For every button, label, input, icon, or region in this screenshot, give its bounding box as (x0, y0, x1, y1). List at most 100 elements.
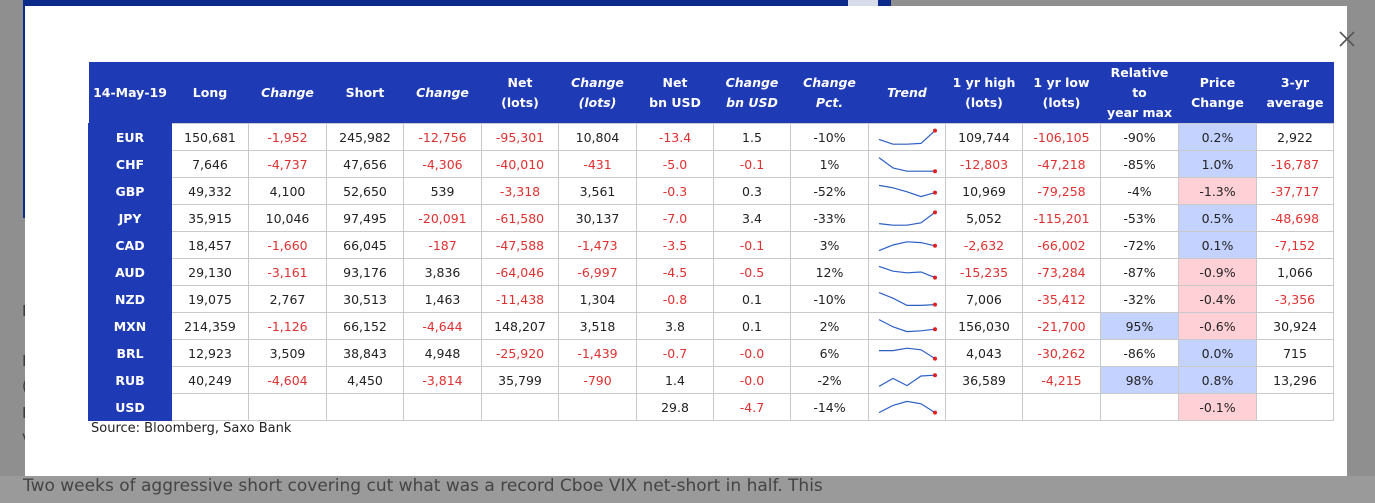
net-lots-cell: 35,799 (481, 366, 559, 394)
table-row: AUD 29,130 -3,161 93,176 3,836 -64,046 -6,997-… (88, 258, 1334, 286)
short-change-cell: -20,091 (403, 204, 482, 232)
net-change-cell: -1,473 (558, 231, 637, 259)
column-header: 1 yr low (lots) (1022, 62, 1101, 124)
long-cell (171, 393, 249, 421)
background-page-banner (25, 0, 891, 6)
sparkline-last-point (933, 169, 937, 174)
net-usd-cell: 3.8 (636, 312, 714, 340)
three-year-average-cell: -16,787 (1256, 150, 1334, 178)
trend-sparkline (878, 157, 937, 174)
long-change-cell: 4,100 (248, 177, 327, 205)
short-change-cell: 4,948 (403, 339, 482, 367)
column-header-line: bn USD (649, 94, 701, 110)
trend-sparkline (879, 347, 937, 361)
long-change-cell: -1,126 (248, 312, 327, 340)
year-low-cell: -30,262 (1022, 339, 1101, 367)
currency-label: USD (88, 393, 172, 421)
cot-positioning-table-image: 14-May-19 Long Change Short Change Net (lots) C… (88, 62, 1334, 421)
short-change-cell: -4,644 (403, 312, 482, 340)
table-row: CAD 18,457 -1,660 66,045 -187 -47,588 -1,473 -3… (88, 231, 1334, 259)
net-lots-cell: -47,588 (481, 231, 559, 259)
price-change-cell: 1.0% (1178, 150, 1257, 178)
close-icon (1339, 31, 1355, 47)
net-change-cell: -1,439 (558, 339, 637, 367)
sparkline-last-point (933, 356, 937, 361)
long-cell: 12,923 (171, 339, 249, 367)
long-change-cell: 10,046 (248, 204, 327, 232)
net-lots-cell: -95,301 (481, 123, 559, 151)
change-pct-cell: -33% (790, 204, 869, 232)
year-high-cell: 109,744 (945, 123, 1023, 151)
change-pct-cell: -10% (790, 123, 869, 151)
three-year-average-cell: -48,698 (1256, 204, 1334, 232)
background-banner-icon (848, 0, 878, 6)
relative-to-max-cell: -53% (1100, 204, 1179, 232)
net-change-cell: -6,997 (558, 258, 637, 286)
currency-label: BRL (88, 339, 172, 367)
column-header-line: Change (416, 84, 469, 100)
trend-sparkline-cell (868, 177, 946, 205)
price-change-cell: 0.5% (1178, 204, 1257, 232)
trend-sparkline (878, 292, 937, 307)
column-header-line: year max (1106, 104, 1173, 120)
sparkline-line (878, 292, 936, 306)
column-header-line: bn USD (726, 94, 778, 110)
short-change-cell: 1,463 (403, 285, 482, 313)
table-row: JPY 35,915 10,046 97,495 -20,091 -61,580 30,13… (88, 204, 1334, 232)
year-low-cell (1022, 393, 1101, 421)
short-change-cell: 3,836 (403, 258, 482, 286)
sparkline-line (878, 319, 936, 333)
net-lots-cell: -64,046 (481, 258, 559, 286)
net-change-cell: -431 (558, 150, 637, 178)
short-cell: 47,656 (326, 150, 404, 178)
change-usd-cell: -0.5 (713, 258, 791, 286)
trend-sparkline (878, 241, 937, 252)
trend-sparkline-cell (868, 123, 946, 151)
short-cell: 4,450 (326, 366, 404, 394)
close-button[interactable] (1338, 30, 1356, 48)
article-paragraph: Two weeks of aggressive short covering c… (23, 476, 823, 496)
sparkline-last-point (933, 275, 937, 280)
three-year-average-cell (1256, 393, 1334, 421)
long-cell: 40,249 (171, 366, 249, 394)
change-pct-cell: 1% (790, 150, 869, 178)
column-header: Change Pct. (790, 62, 869, 124)
change-usd-cell: -4.7 (713, 393, 791, 421)
long-change-cell: -1,952 (248, 123, 327, 151)
change-usd-cell: 0.1 (713, 312, 791, 340)
relative-to-max-cell: -32% (1100, 285, 1179, 313)
sparkline-line (878, 130, 936, 145)
change-pct-cell: 3% (790, 231, 869, 259)
sparkline-line (878, 374, 936, 387)
price-change-cell: -0.4% (1178, 285, 1257, 313)
net-change-cell: 1,304 (558, 285, 637, 313)
three-year-average-cell: 13,296 (1256, 366, 1334, 394)
image-lightbox-modal: 14-May-19 Long Change Short Change Net (lots) C… (25, 6, 1355, 476)
table-row: BRL 12,923 3,509 38,843 4,948 -25,920 -1,439 -0… (88, 339, 1334, 367)
column-header-line: 1 yr low (1033, 74, 1090, 90)
column-header-line: Relative to (1110, 64, 1169, 100)
trend-sparkline (878, 319, 937, 333)
year-low-cell: -73,284 (1022, 258, 1101, 286)
year-high-cell: -15,235 (945, 258, 1023, 286)
year-high-cell (945, 393, 1023, 421)
column-header-line: Net (662, 74, 688, 90)
change-pct-cell: -52% (790, 177, 869, 205)
price-change-cell: -0.1% (1178, 393, 1257, 421)
relative-to-max-cell: -90% (1100, 123, 1179, 151)
three-year-average-cell: 2,922 (1256, 123, 1334, 151)
column-header-line: Change (571, 74, 624, 90)
background-article-text: Two weeks of aggressive short covering c… (0, 476, 1375, 503)
trend-sparkline (878, 265, 937, 280)
column-header-line: Change (261, 84, 314, 100)
net-usd-cell: -0.3 (636, 177, 714, 205)
relative-to-max-cell: -85% (1100, 150, 1179, 178)
change-usd-cell: -0.1 (713, 231, 791, 259)
column-header-line: (lots) (501, 94, 539, 110)
sparkline-last-point (933, 243, 937, 248)
net-change-cell: 3,561 (558, 177, 637, 205)
column-header-line: 3-yr (1280, 74, 1310, 90)
currency-label: EUR (88, 123, 172, 151)
column-header-line: Change (725, 74, 779, 90)
net-change-cell (558, 393, 637, 421)
